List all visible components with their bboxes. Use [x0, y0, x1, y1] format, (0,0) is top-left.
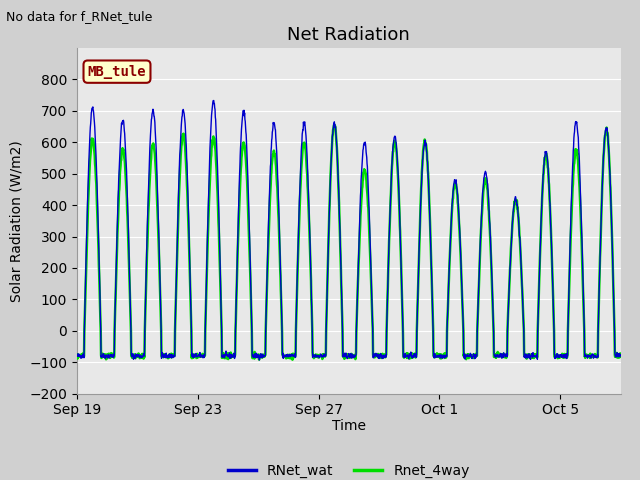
Title: Net Radiation: Net Radiation — [287, 25, 410, 44]
Text: MB_tule: MB_tule — [88, 65, 147, 79]
Text: No data for f_RNet_tule: No data for f_RNet_tule — [6, 10, 153, 23]
Legend: RNet_wat, Rnet_4way: RNet_wat, Rnet_4way — [223, 458, 475, 480]
X-axis label: Time: Time — [332, 419, 366, 432]
Y-axis label: Solar Radiation (W/m2): Solar Radiation (W/m2) — [10, 140, 24, 301]
